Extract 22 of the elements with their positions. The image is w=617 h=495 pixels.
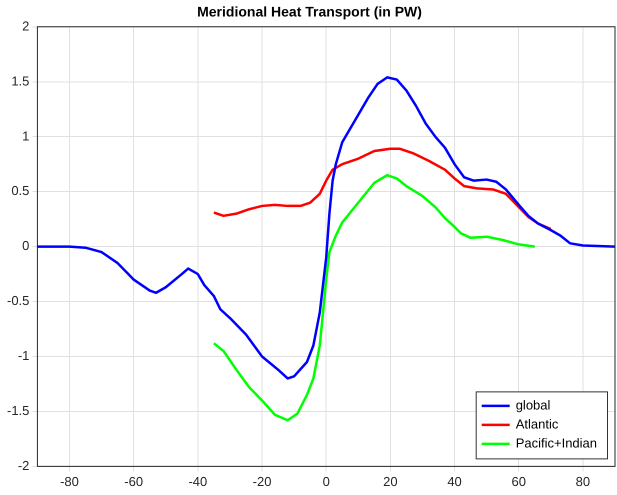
y-tick-label: -1 xyxy=(18,348,30,364)
x-tick-label: 60 xyxy=(512,474,526,489)
x-tick-label: 20 xyxy=(383,474,398,489)
y-tick-label: 0.5 xyxy=(11,183,30,198)
y-tick-label: -0.5 xyxy=(6,293,30,308)
legend-label: Pacific+Indian xyxy=(516,435,598,450)
chart-title: Meridional Heat Transport (in PW) xyxy=(197,3,422,20)
y-tick-label: 1 xyxy=(22,128,30,144)
y-tick-label: -1.5 xyxy=(6,403,30,418)
x-tick-label: -80 xyxy=(60,474,79,489)
x-tick-label: -20 xyxy=(252,474,272,489)
y-tick-label: 0 xyxy=(22,238,30,254)
x-tick-label: 80 xyxy=(576,474,590,489)
legend-label: global xyxy=(516,397,551,412)
y-tick-label: 1.5 xyxy=(11,73,30,88)
y-tick-label: -2 xyxy=(18,458,30,473)
y-tick-label: 2 xyxy=(22,18,30,34)
x-tick-label: 0 xyxy=(322,474,330,489)
x-tick-label: -40 xyxy=(188,474,208,489)
legend-label: Atlantic xyxy=(516,416,559,432)
x-tick-label: 40 xyxy=(447,474,462,489)
x-tick-label: -60 xyxy=(124,474,144,489)
